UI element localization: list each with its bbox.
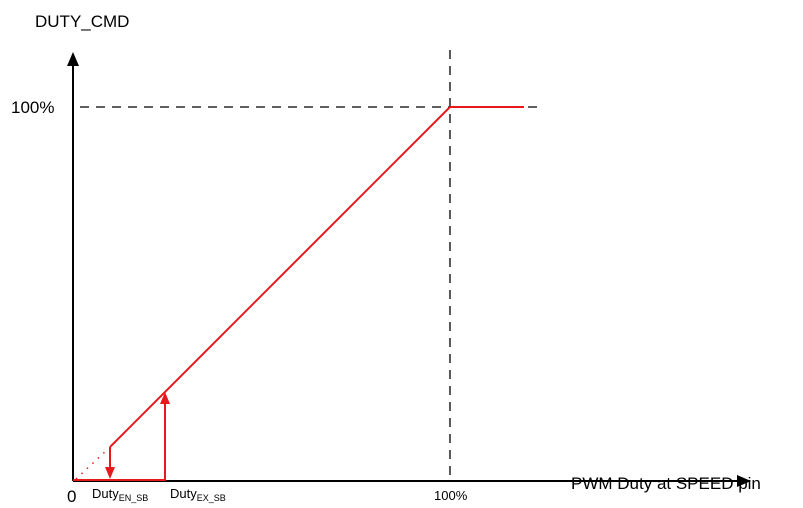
x-tick-100: 100% <box>434 488 468 503</box>
duty-transfer-curve <box>73 106 524 481</box>
duty-en-sb-label: DutyEN_SB <box>92 486 148 503</box>
exit-standby-arrowhead <box>160 392 170 404</box>
enter-standby-arrowhead <box>105 467 115 479</box>
duty-ex-sb-sub: EX_SB <box>197 493 226 503</box>
duty-en-sb-sub: EN_SB <box>119 493 149 503</box>
duty-ex-sb-main: Duty <box>170 486 197 501</box>
y-axis-arrowhead <box>67 52 79 66</box>
x-axis-label: PWM Duty at SPEED pin <box>571 474 761 493</box>
y-tick-100: 100% <box>11 98 54 117</box>
x-axis-arrowhead <box>737 475 751 487</box>
y-axis-label: DUTY_CMD <box>35 12 129 31</box>
duty-ex-sb-label: DutyEX_SB <box>170 486 226 503</box>
curve-extrapolation-dotted <box>75 448 109 480</box>
origin-label: 0 <box>67 487 76 506</box>
curve-linear-segment <box>109 106 451 448</box>
duty-en-sb-main: Duty <box>92 486 119 501</box>
